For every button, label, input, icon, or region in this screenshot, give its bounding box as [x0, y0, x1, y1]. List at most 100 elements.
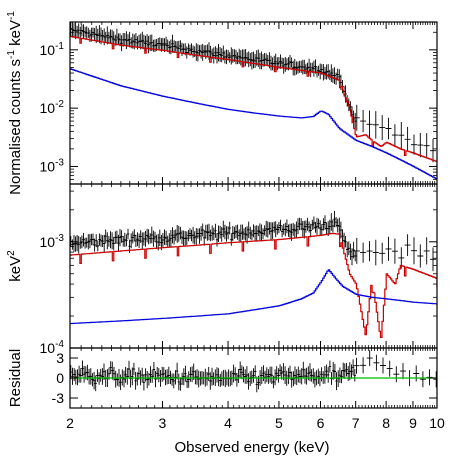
- bottom-data-point: [249, 371, 252, 386]
- middle-data-point: [271, 222, 274, 239]
- middle-data-point: [307, 221, 311, 233]
- middle-data-point: [206, 224, 209, 241]
- middle-data-point: [220, 227, 223, 242]
- top-data-point: [296, 61, 300, 74]
- bottom-data-point: [270, 366, 273, 384]
- bottom-data-point: [210, 367, 214, 386]
- bottom-data-point: [167, 366, 170, 384]
- middle-data-point: [214, 223, 217, 238]
- top-data-point: [385, 117, 392, 140]
- bottom-data-point: [174, 370, 177, 385]
- middle-data-point: [336, 218, 339, 233]
- top-data-point: [265, 53, 268, 65]
- top-data-point: [417, 133, 424, 158]
- bottom-data-point: [77, 365, 81, 383]
- top-data-point: [174, 41, 177, 52]
- middle-data-point: [350, 248, 354, 266]
- middle-data-point: [199, 226, 203, 241]
- middle-data-point: [269, 222, 273, 241]
- top-data-point: [249, 53, 252, 67]
- bottom-data-point: [92, 371, 96, 390]
- middle-data-point: [366, 241, 373, 262]
- middle-data-point: [152, 230, 155, 247]
- bottom-data-point: [305, 367, 308, 385]
- bottom-data-point: [277, 368, 280, 383]
- top-data-point: [309, 62, 312, 78]
- middle-data-point: [276, 224, 279, 235]
- middle-data-point: [260, 224, 263, 242]
- bottom-data-point: [255, 376, 258, 393]
- bottom-data-point: [323, 366, 327, 384]
- middle-data-point: [149, 233, 152, 244]
- bottom-data-point: [283, 366, 287, 384]
- bottom-data-point: [351, 359, 355, 376]
- ylabel-part: -1: [6, 50, 17, 59]
- top-data-point: [391, 124, 398, 146]
- bottom-data-point: [212, 372, 215, 385]
- top-data-point: [269, 55, 273, 71]
- top-data-point: [218, 47, 222, 62]
- top-data-point: [115, 28, 119, 46]
- middle-data-point: [96, 240, 99, 252]
- middle-data-point: [139, 230, 142, 243]
- bottom-data-point: [76, 369, 79, 386]
- top-data-point: [398, 122, 405, 149]
- top-data-point: [279, 54, 282, 69]
- ylabel-part: keV: [7, 20, 24, 50]
- middle-data-point: [125, 234, 128, 247]
- bottom-data-point: [195, 369, 199, 385]
- top-data-point: [336, 68, 339, 81]
- middle-data-point: [144, 231, 147, 247]
- middle-data-point: [104, 229, 107, 243]
- bottom-data-point: [247, 373, 250, 390]
- middle-data-point: [239, 224, 242, 243]
- top-data-point: [83, 26, 87, 38]
- middle-data-point: [249, 226, 252, 240]
- middle-series-1-step: [70, 232, 437, 338]
- bottom-data-point: [179, 377, 182, 391]
- top-data-point: [423, 133, 430, 159]
- ylabel-part: keV: [7, 256, 24, 282]
- top-data-point: [126, 34, 130, 47]
- top-data-point: [280, 57, 284, 69]
- top-data-point: [354, 112, 357, 130]
- middle-data-point: [234, 225, 238, 239]
- bottom-data-point: [335, 372, 338, 391]
- middle-data-point: [247, 221, 250, 239]
- top-data-point: [120, 35, 123, 52]
- middle-data-point: [314, 221, 317, 233]
- middle-data-point: [353, 237, 360, 264]
- bottom-data-point: [175, 362, 179, 380]
- middle-data-point: [150, 226, 153, 244]
- bottom-data-point: [278, 364, 282, 377]
- bottom-data-point: [154, 371, 157, 388]
- middle-data-point: [83, 237, 87, 249]
- middle-data-point: [193, 231, 196, 245]
- middle-data-point: [250, 229, 254, 241]
- bottom-data-point: [292, 371, 295, 387]
- top-data-point: [150, 34, 153, 51]
- middle-data-point: [161, 233, 165, 247]
- middle-data-point: [279, 219, 282, 231]
- top-data-point: [109, 29, 112, 44]
- bottom-data-point: [134, 371, 137, 390]
- top-data-point: [215, 47, 219, 64]
- middle-data-point: [292, 223, 295, 236]
- bottom-data-point: [149, 366, 152, 383]
- middle-data-point: [201, 223, 204, 237]
- middle-data-point: [228, 221, 231, 235]
- bottom-data-point: [146, 371, 149, 389]
- top-data-point: [179, 40, 182, 52]
- middle-data-point: [339, 221, 343, 239]
- top-data-point: [293, 58, 296, 76]
- bottom-data-point: [161, 366, 164, 382]
- middle-data-point: [217, 225, 220, 242]
- middle-data-point: [212, 227, 215, 240]
- middle-data-point: [71, 239, 74, 250]
- ylabel-part: -1: [6, 11, 17, 20]
- top-data-point: [203, 45, 206, 57]
- x-axis-label: Observed energy (keV): [174, 439, 329, 456]
- middle-data-point: [118, 229, 122, 247]
- middle-data-point: [317, 218, 320, 229]
- bottom-data-point: [217, 368, 220, 387]
